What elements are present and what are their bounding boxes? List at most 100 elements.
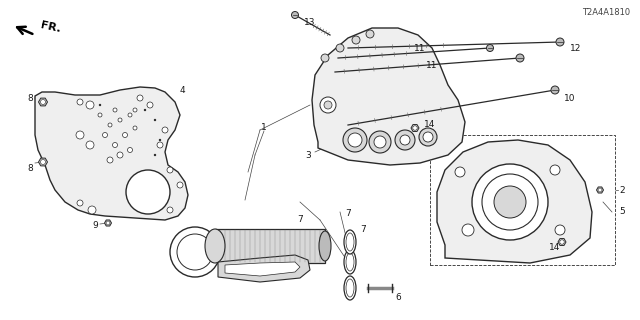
Text: 14: 14 <box>424 119 436 129</box>
Circle shape <box>400 135 410 145</box>
Polygon shape <box>430 135 615 265</box>
Circle shape <box>516 54 524 62</box>
Ellipse shape <box>346 279 354 297</box>
Circle shape <box>107 157 113 163</box>
Circle shape <box>108 123 112 127</box>
Circle shape <box>157 142 163 148</box>
Circle shape <box>133 126 137 130</box>
Circle shape <box>77 200 83 206</box>
Ellipse shape <box>205 229 225 263</box>
Text: 11: 11 <box>426 60 438 69</box>
Circle shape <box>336 44 344 52</box>
Text: 12: 12 <box>570 44 582 52</box>
Circle shape <box>86 141 94 149</box>
Circle shape <box>77 99 83 105</box>
Circle shape <box>137 95 143 101</box>
Text: 6: 6 <box>395 293 401 302</box>
Circle shape <box>113 108 117 112</box>
Polygon shape <box>437 140 592 263</box>
Polygon shape <box>35 87 188 220</box>
Text: 7: 7 <box>360 226 366 235</box>
Circle shape <box>147 102 153 108</box>
Ellipse shape <box>346 233 354 251</box>
Text: 2: 2 <box>619 186 625 195</box>
Circle shape <box>128 113 132 117</box>
Text: 3: 3 <box>305 150 311 159</box>
Text: FR.: FR. <box>40 20 62 34</box>
Ellipse shape <box>346 253 354 271</box>
Polygon shape <box>104 220 111 226</box>
Circle shape <box>98 113 102 117</box>
Polygon shape <box>312 28 465 165</box>
Circle shape <box>167 167 173 173</box>
Circle shape <box>177 182 183 188</box>
Circle shape <box>324 101 332 109</box>
Ellipse shape <box>344 230 356 254</box>
Circle shape <box>348 133 362 147</box>
Circle shape <box>486 44 493 52</box>
Circle shape <box>106 221 110 225</box>
Circle shape <box>177 234 213 270</box>
Circle shape <box>40 100 45 104</box>
Circle shape <box>126 170 170 214</box>
Circle shape <box>413 126 417 130</box>
Ellipse shape <box>319 231 331 261</box>
Circle shape <box>99 104 101 106</box>
Polygon shape <box>596 187 604 193</box>
Ellipse shape <box>344 276 356 300</box>
Circle shape <box>291 12 298 19</box>
Text: 7: 7 <box>345 209 351 218</box>
Polygon shape <box>558 238 566 245</box>
Circle shape <box>423 132 433 142</box>
Polygon shape <box>218 255 310 282</box>
Circle shape <box>321 54 329 62</box>
Text: 9: 9 <box>92 221 98 230</box>
Circle shape <box>598 188 602 192</box>
Circle shape <box>374 136 386 148</box>
Circle shape <box>127 148 132 153</box>
Circle shape <box>118 118 122 122</box>
Circle shape <box>550 165 560 175</box>
Circle shape <box>102 132 108 138</box>
Circle shape <box>122 132 127 138</box>
Text: 10: 10 <box>564 93 576 102</box>
Text: 4: 4 <box>179 85 185 94</box>
Circle shape <box>133 108 137 112</box>
Circle shape <box>113 142 118 148</box>
Text: 7: 7 <box>297 215 303 225</box>
Circle shape <box>551 86 559 94</box>
Circle shape <box>40 160 45 164</box>
Polygon shape <box>38 98 47 106</box>
Polygon shape <box>411 124 419 132</box>
Circle shape <box>556 38 564 46</box>
Circle shape <box>395 130 415 150</box>
Polygon shape <box>38 158 47 166</box>
Circle shape <box>352 36 360 44</box>
Circle shape <box>76 131 84 139</box>
Text: 8: 8 <box>27 164 33 172</box>
Circle shape <box>343 128 367 152</box>
Circle shape <box>159 139 161 141</box>
Circle shape <box>117 152 123 158</box>
Ellipse shape <box>344 250 356 274</box>
Circle shape <box>154 119 156 121</box>
Circle shape <box>472 164 548 240</box>
Circle shape <box>167 207 173 213</box>
Text: 11: 11 <box>414 44 426 52</box>
Circle shape <box>366 30 374 38</box>
Text: 5: 5 <box>619 207 625 217</box>
Circle shape <box>86 101 94 109</box>
Circle shape <box>369 131 391 153</box>
Text: 8: 8 <box>27 93 33 102</box>
Circle shape <box>88 206 96 214</box>
Text: T2A4A1810: T2A4A1810 <box>582 7 630 17</box>
Circle shape <box>482 174 538 230</box>
Circle shape <box>462 224 474 236</box>
Circle shape <box>162 127 168 133</box>
Circle shape <box>555 225 565 235</box>
Circle shape <box>320 97 336 113</box>
Polygon shape <box>225 262 300 276</box>
Circle shape <box>419 128 437 146</box>
Circle shape <box>455 167 465 177</box>
Circle shape <box>170 227 220 277</box>
